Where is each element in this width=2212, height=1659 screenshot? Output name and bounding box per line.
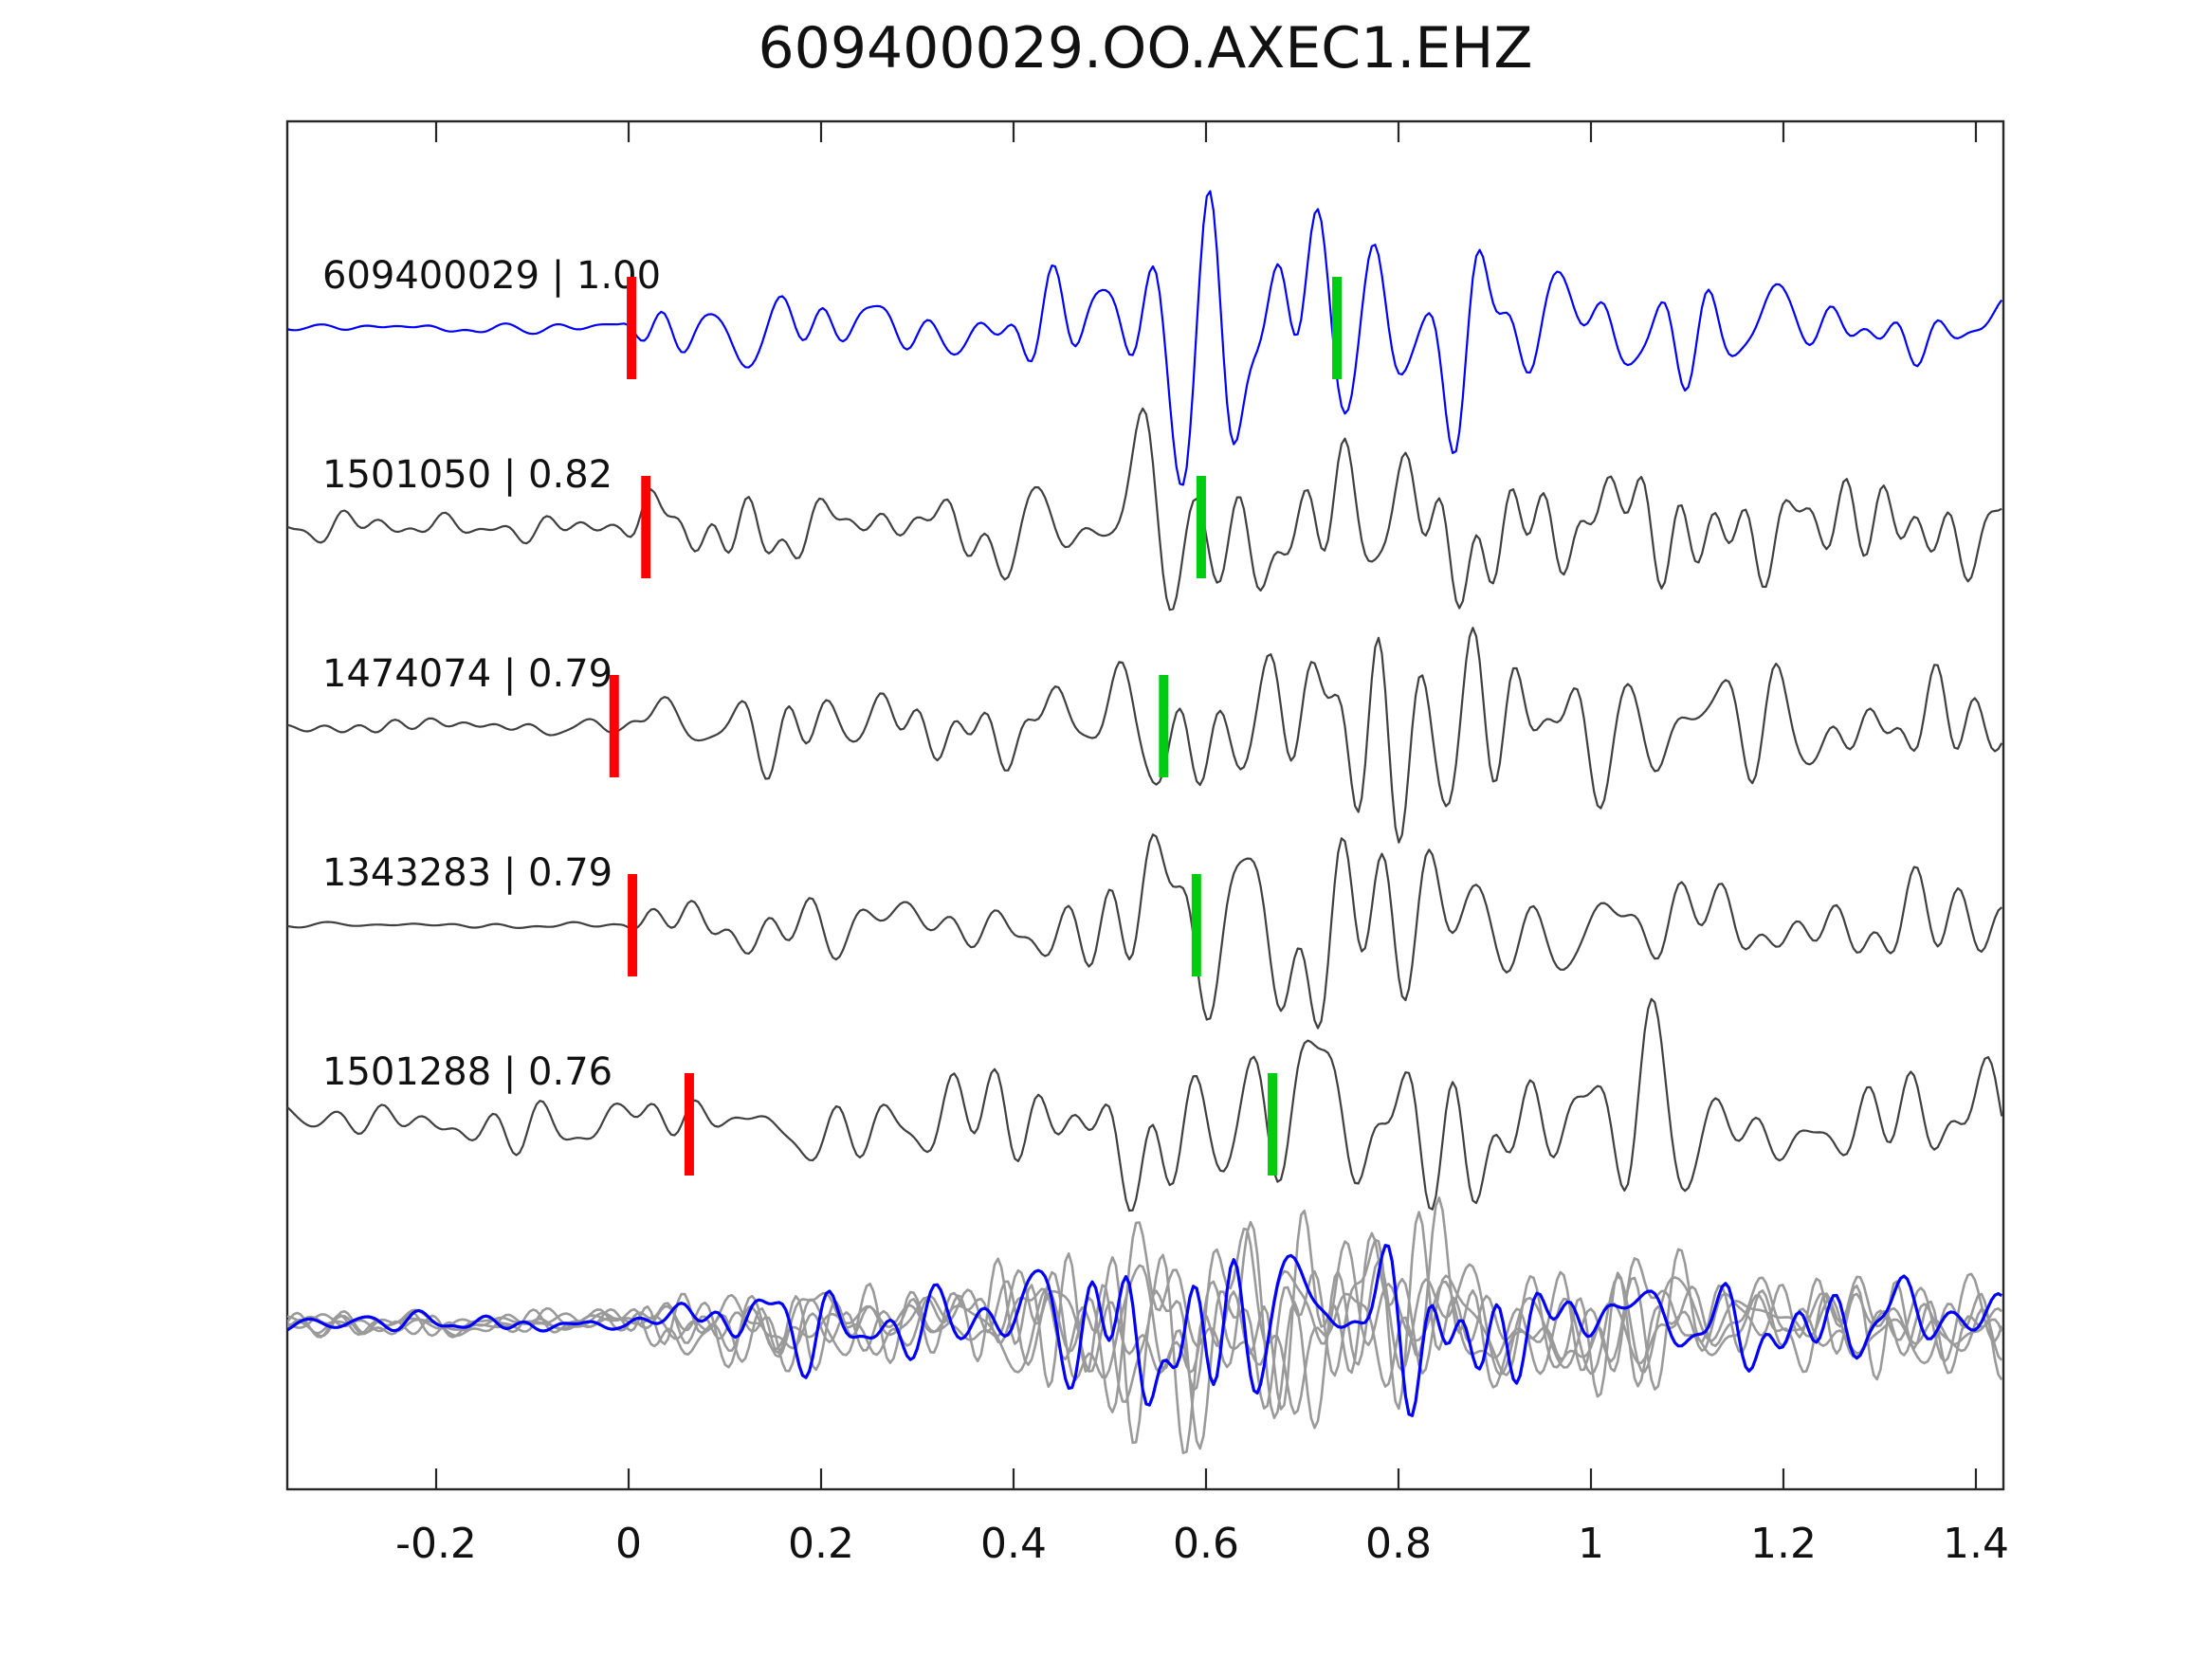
red-pick-marker (684, 1073, 694, 1176)
overlay-match-trace (287, 1196, 2003, 1415)
trace-label: 1343283 | 0.79 (322, 851, 612, 895)
trace-label: 609400029 | 1.00 (322, 254, 661, 298)
overlay-match-trace (287, 1209, 2003, 1454)
red-pick-marker (641, 476, 651, 578)
x-tick-label: 1.2 (1750, 1520, 1817, 1568)
red-pick-marker (609, 675, 619, 777)
waveform-trace-1343283 (287, 833, 2002, 1030)
x-tick-label: 1 (1578, 1520, 1604, 1568)
x-tick-label: 0 (615, 1520, 642, 1568)
plot-frame (285, 119, 2005, 1491)
green-pick-marker (1159, 675, 1169, 777)
green-pick-marker (1191, 874, 1201, 976)
trace-label: 1501050 | 0.82 (322, 453, 612, 497)
red-pick-marker (628, 874, 638, 976)
x-tick-label: -0.2 (395, 1520, 477, 1568)
x-tick-label: 0.2 (788, 1520, 854, 1568)
overlay-query-trace (287, 1244, 2003, 1417)
green-pick-marker (1268, 1073, 1278, 1176)
trace-label: 1501288 | 0.76 (322, 1050, 612, 1094)
plot-title: 609400029.OO.AXEC1.EHZ (758, 15, 1533, 82)
x-tick-label: 0.6 (1173, 1520, 1239, 1568)
waveform-trace-609400029 (287, 190, 2003, 486)
trace-label: 1474074 | 0.79 (322, 652, 612, 696)
x-tick-label: 1.4 (1943, 1520, 2009, 1568)
waveform-trace-1474074 (287, 627, 2003, 844)
green-pick-marker (1332, 277, 1343, 379)
waveform-trace-1501050 (287, 407, 2002, 611)
overlay-match-trace (287, 1240, 2003, 1376)
x-tick-label: 0.4 (980, 1520, 1047, 1568)
green-pick-marker (1196, 476, 1206, 578)
waveform-trace-1501288 (287, 997, 2003, 1212)
x-tick-label: 0.8 (1365, 1520, 1432, 1568)
red-pick-marker (627, 277, 637, 379)
